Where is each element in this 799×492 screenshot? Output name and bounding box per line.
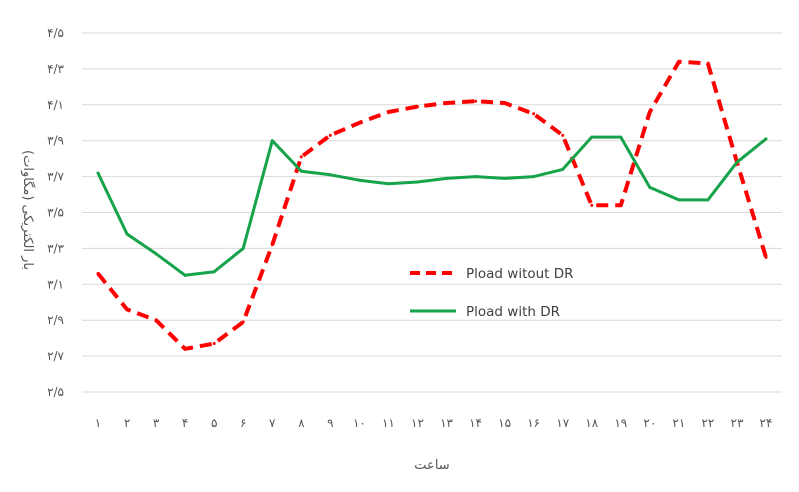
x-tick-label: ۲۱: [672, 416, 685, 430]
x-tick-label: ۱: [95, 416, 101, 430]
data-point-series-0: [415, 105, 419, 109]
y-tick-label: ۳/۵: [47, 206, 64, 220]
series-line-0: [96, 59, 768, 351]
data-point-series-0: [764, 255, 768, 259]
y-tick-label: ۲/۹: [47, 313, 64, 327]
series-lines: [96, 59, 768, 351]
data-point-series-1: [706, 198, 710, 202]
data-point-series-1: [125, 232, 129, 236]
data-point-series-0: [648, 110, 652, 114]
data-point-series-0: [561, 133, 565, 137]
data-point-series-0: [503, 101, 507, 105]
y-axis-ticks: ۲/۵ ۲/۷ ۲/۹ ۳/۱ ۳/۳ ۳/۵ ۳/۷ ۳/۹ ۴/۱ ۴/۳ ۴/۵: [47, 26, 64, 399]
x-tick-label: ۵: [211, 416, 217, 430]
x-tick-label: ۹: [327, 416, 333, 430]
legend-label-pload-without-dr: Pload witout DR: [466, 266, 574, 282]
legend: Pload witout DR Pload with DR: [410, 266, 574, 320]
data-point-series-1: [212, 270, 216, 274]
data-point-series-0: [270, 243, 274, 247]
data-point-series-1: [154, 252, 158, 256]
data-point-series-0: [328, 133, 332, 137]
x-tick-label: ۱۰: [353, 416, 366, 430]
data-point-series-0: [619, 203, 623, 207]
x-tick-label: ۲۳: [731, 416, 744, 430]
x-tick-label: ۱۹: [614, 416, 627, 430]
data-point-series-1: [503, 176, 507, 180]
y-tick-label: ۳/۳: [47, 241, 64, 255]
x-tick-label: ۸: [298, 416, 305, 430]
x-tick-label: ۱۸: [585, 416, 598, 430]
data-point-series-1: [764, 137, 768, 141]
x-tick-label: ۷: [269, 416, 276, 430]
data-point-series-1: [677, 198, 681, 202]
data-point-series-0: [386, 110, 390, 114]
x-tick-label: ۳: [153, 416, 160, 430]
x-tick-label: ۲۰: [643, 416, 656, 430]
data-point-series-1: [386, 182, 390, 186]
x-axis-title: ساعت: [414, 458, 449, 473]
data-point-series-0: [706, 62, 710, 66]
data-point-series-1: [96, 171, 100, 175]
legend-label-pload-with-dr: Pload with DR: [466, 304, 560, 320]
data-point-series-0: [154, 318, 158, 322]
y-tick-label: ۳/۷: [47, 170, 64, 184]
x-axis-ticks: ۱ ۲ ۳ ۴ ۵ ۶ ۷ ۸ ۹ ۱۰ ۱۱ ۱۲ ۱۳ ۱۴ ۱۵ ۱۶ ۱۷ ۱۸ ۱۹ ۲۰ ۲۱ ۲۲ ۲۳ ۲۴: [95, 416, 773, 430]
data-point-series-1: [241, 246, 245, 250]
y-tick-label: ۲/۵: [47, 385, 64, 399]
data-point-series-0: [474, 99, 478, 103]
data-point-series-0: [183, 347, 187, 351]
x-tick-label: ۱۱: [382, 416, 395, 430]
data-point-series-0: [299, 155, 303, 159]
y-tick-label: ۴/۳: [47, 62, 64, 76]
data-point-series-0: [357, 121, 361, 125]
data-point-series-0: [212, 342, 216, 346]
data-point-series-1: [619, 135, 623, 139]
y-axis-title: بار الکتریکی (مگاوات): [20, 150, 36, 270]
data-point-series-1: [183, 273, 187, 277]
x-tick-label: ۴: [182, 416, 188, 430]
data-point-series-1: [299, 169, 303, 173]
x-tick-label: ۶: [240, 416, 246, 430]
x-tick-label: ۲۴: [760, 416, 773, 430]
data-point-series-1: [445, 176, 449, 180]
data-point-series-0: [677, 60, 681, 64]
y-tick-label: ۴/۵: [47, 26, 64, 40]
data-point-series-1: [474, 175, 478, 179]
x-tick-label: ۲۲: [701, 416, 714, 430]
data-point-series-1: [561, 167, 565, 171]
data-point-series-1: [357, 178, 361, 182]
data-point-series-0: [96, 272, 100, 276]
data-point-series-1: [270, 139, 274, 143]
data-point-series-0: [590, 203, 594, 207]
x-tick-label: ۲: [124, 416, 130, 430]
x-tick-label: ۱۷: [556, 416, 569, 430]
data-point-series-0: [241, 320, 245, 324]
data-point-series-0: [532, 112, 536, 116]
series-line-1: [96, 135, 767, 277]
data-point-series-1: [735, 160, 739, 164]
y-tick-label: ۳/۹: [47, 134, 64, 148]
y-tick-label: ۲/۷: [47, 349, 64, 363]
data-point-series-1: [415, 180, 419, 184]
x-tick-label: ۱۴: [469, 416, 482, 430]
y-tick-label: ۳/۱: [47, 277, 64, 291]
y-tick-label: ۴/۱: [47, 98, 64, 112]
data-point-series-0: [125, 307, 129, 311]
x-tick-label: ۱۵: [498, 416, 511, 430]
x-tick-label: ۱۳: [440, 416, 453, 430]
data-point-series-0: [445, 101, 449, 105]
gridlines: [82, 32, 782, 393]
data-point-series-1: [328, 173, 332, 177]
data-point-series-1: [532, 175, 536, 179]
x-tick-label: ۱۶: [527, 416, 540, 430]
x-tick-label: ۱۲: [411, 416, 424, 430]
data-point-series-1: [648, 185, 652, 189]
data-point-series-1: [590, 135, 594, 139]
